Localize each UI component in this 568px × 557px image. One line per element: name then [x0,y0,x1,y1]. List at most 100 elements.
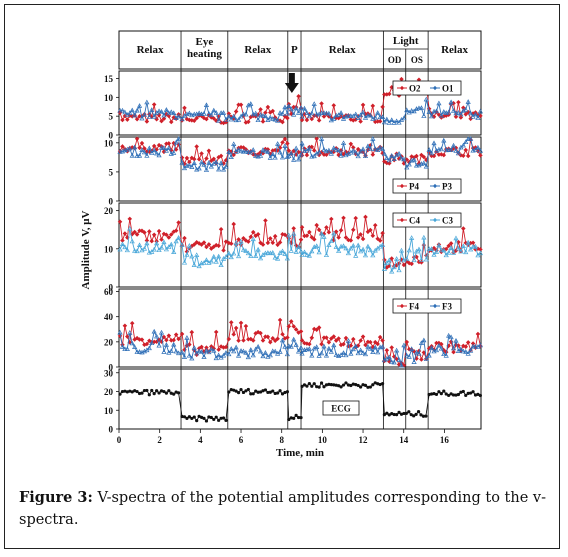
data-point-o1 [428,113,435,119]
data-point-c3 [154,240,160,246]
data-point-ecg [439,391,443,396]
data-point-p3 [265,149,271,154]
data-point-c3 [235,253,242,259]
data-point-ecg [209,415,213,420]
data-point-c3 [306,252,312,258]
data-point-ecg [287,417,291,422]
data-point-f4 [275,336,280,341]
data-point-c3 [396,267,402,273]
data-point-ecg [341,383,346,387]
data-point-o1 [146,114,152,119]
data-point-f3 [272,348,278,354]
data-point-p3 [453,148,459,153]
data-point-f4 [341,341,346,347]
data-point-o1 [267,114,273,120]
data-point-f3 [477,342,483,348]
data-point-f4 [288,319,294,324]
data-point-p3 [141,149,148,155]
data-point-ecg [402,411,406,416]
data-point-f4 [309,335,315,341]
data-point-ecg [302,383,307,387]
data-point-c4 [421,242,427,248]
data-point-ecg [390,412,394,416]
data-point-ecg [344,381,348,385]
data-point-f3 [129,340,135,346]
data-point-p3 [411,156,417,162]
y-tick-label: 20 [104,387,114,397]
data-point-p3 [245,149,251,154]
data-point-p3 [161,145,167,150]
data-point-f3 [277,349,283,354]
data-point-ecg [128,389,132,393]
phase-label: Light [393,35,419,47]
data-point-ecg [397,410,401,414]
data-point-o2 [258,107,263,112]
data-point-ecg [349,383,353,388]
data-point-ecg [244,389,248,393]
data-point-f3 [418,340,425,345]
data-point-p3 [146,145,152,151]
data-point-o1 [340,116,347,121]
data-point-p4 [461,153,466,159]
data-point-c3 [144,240,150,246]
data-point-c3 [189,253,195,259]
data-point-p4 [199,151,204,156]
data-point-p3 [291,157,297,162]
data-point-f3 [282,344,288,349]
data-point-c3 [158,244,165,250]
data-point-f3 [413,349,420,355]
data-point-o1 [304,110,310,115]
data-point-o2 [382,92,387,97]
data-point-f4 [293,327,299,332]
data-point-f3 [331,342,337,348]
data-point-c3 [265,250,271,255]
data-point-p3 [186,162,192,168]
data-point-f3 [365,343,371,349]
data-point-o1 [458,111,464,117]
data-point-f4 [299,338,305,343]
data-point-o2 [194,115,199,121]
data-point-p3 [243,148,249,154]
data-point-c4 [478,247,483,252]
data-point-c3 [443,252,449,258]
data-point-c4 [326,229,332,235]
data-point-o2 [370,103,376,109]
data-point-o1 [179,116,185,122]
data-point-f3 [196,348,202,354]
data-point-p3 [277,149,283,155]
data-point-c3 [211,253,217,259]
data-point-p3 [171,150,177,155]
data-point-f3 [255,343,261,349]
data-point-p3 [298,151,304,157]
data-point-c3 [455,245,462,251]
data-point-f4 [439,341,444,347]
data-point-p3 [127,145,133,151]
data-point-f3 [286,343,292,348]
data-point-o2 [331,103,337,108]
data-point-f3 [458,346,464,352]
y-tick-label: 0 [109,363,114,373]
data-point-f4 [326,340,332,345]
data-point-o1 [203,102,210,107]
data-point-f4 [243,323,249,329]
data-point-ecg [192,415,196,419]
data-point-o2 [236,102,241,108]
data-point-c3 [186,242,192,248]
data-point-ecg [258,390,263,394]
legend-label-c3: C3 [442,216,453,226]
data-point-p4 [282,136,288,142]
data-point-f3 [163,342,169,347]
data-point-f4 [319,341,324,347]
data-point-ecg [478,393,482,398]
data-point-f3 [161,349,167,354]
data-point-c3 [286,232,292,238]
data-point-f4 [375,341,380,347]
data-point-ecg [346,383,351,387]
data-point-c3 [231,250,237,256]
data-point-o1 [426,109,432,114]
data-point-p3 [389,153,395,158]
data-point-c3 [272,254,278,260]
data-point-o1 [401,115,407,121]
data-point-f3 [386,354,392,360]
data-point-f3 [398,362,405,368]
